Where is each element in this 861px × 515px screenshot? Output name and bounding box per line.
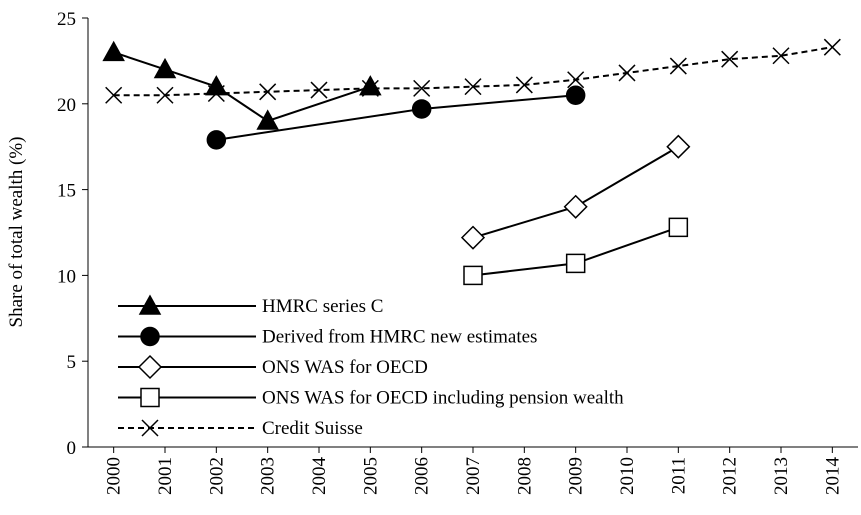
marker [256, 109, 279, 130]
x-tick-label: 2006 [412, 457, 433, 495]
marker [721, 50, 739, 68]
marker [669, 57, 687, 75]
x-tick-label: 2004 [309, 457, 330, 496]
marker [565, 253, 586, 274]
legend-label: ONS WAS for OECD [262, 357, 428, 378]
marker [153, 57, 177, 79]
x-tick-label: 2009 [566, 457, 587, 495]
x-tick-label: 2013 [771, 457, 792, 495]
x-tick-label: 2011 [668, 457, 689, 494]
marker [464, 78, 482, 96]
marker [105, 86, 123, 104]
y-tick-label: 25 [57, 9, 76, 30]
x-tick-label: 2007 [463, 457, 484, 495]
marker [460, 225, 486, 250]
legend-label: Credit Suisse [262, 418, 363, 439]
legend-marker [138, 294, 162, 315]
legend-marker [137, 354, 163, 380]
legend-label: Derived from HMRC new estimates [262, 327, 537, 348]
y-tick-label: 20 [57, 95, 76, 116]
marker [413, 79, 431, 97]
marker [772, 47, 790, 65]
series-line [113, 46, 833, 97]
y-tick-label: 15 [57, 181, 76, 202]
y-axis-label: Share of total wealth (%) [6, 137, 27, 328]
marker [206, 130, 227, 150]
marker [207, 84, 225, 103]
legend-label: ONS WAS for OECD including pension wealt… [262, 388, 624, 409]
x-tick-label: 2005 [360, 457, 381, 495]
marker [102, 40, 125, 62]
x-tick-label: 2008 [514, 457, 535, 495]
marker [361, 79, 379, 97]
marker [565, 85, 586, 105]
y-tick-label: 0 [67, 438, 77, 459]
x-tick-label: 2003 [258, 457, 279, 495]
marker [411, 99, 432, 119]
marker [259, 83, 277, 101]
marker [823, 38, 841, 56]
marker [666, 134, 691, 159]
marker [463, 265, 483, 286]
series-line [113, 51, 371, 123]
marker [310, 81, 328, 99]
marker [618, 64, 636, 82]
marker [668, 217, 689, 238]
x-tick-label: 2012 [720, 457, 741, 495]
legend-marker [141, 419, 159, 437]
legend-marker [140, 387, 160, 408]
x-tick-label: 2014 [822, 457, 843, 496]
series-line [472, 145, 679, 239]
legend-marker [140, 326, 160, 347]
x-tick-label: 2010 [617, 457, 638, 495]
x-tick-label: 2000 [104, 457, 125, 495]
x-tick-label: 2002 [206, 457, 227, 495]
marker [156, 86, 174, 104]
marker [515, 76, 533, 94]
y-tick-label: 5 [67, 352, 77, 373]
marker [359, 75, 382, 96]
legend-label: HMRC series C [262, 296, 383, 317]
marker [567, 71, 585, 89]
y-tick-label: 10 [57, 266, 76, 287]
x-tick-label: 2001 [155, 457, 176, 495]
marker [563, 194, 588, 219]
marker [205, 75, 228, 96]
